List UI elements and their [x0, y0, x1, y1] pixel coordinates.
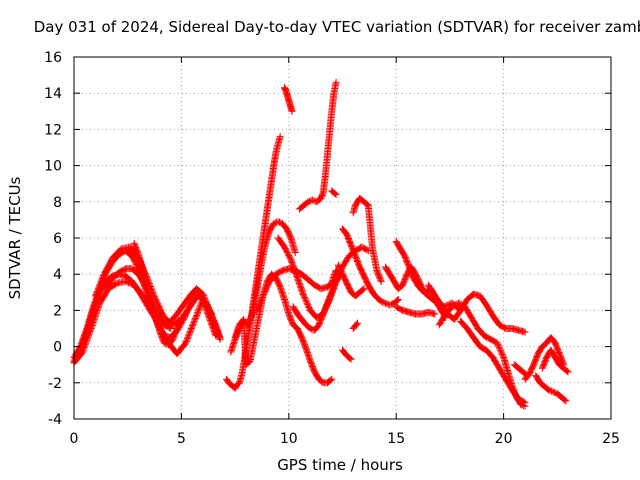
series-satellite-track-29	[538, 346, 572, 376]
y-axis: -4 -2 0 2 4 6 8 10 12 14 16	[44, 50, 611, 428]
series-satellite-track-16	[339, 225, 402, 309]
y-axis-label: SDTVAR / TECUs	[6, 176, 24, 299]
series-satellite-track-15	[289, 270, 344, 334]
y-tick-label: 8	[53, 195, 62, 211]
plus-markers	[328, 187, 340, 199]
x-tick-label: 0	[70, 431, 79, 447]
y-tick-label: 10	[44, 159, 62, 175]
x-tick-label: 15	[387, 431, 405, 447]
plus-markers	[392, 303, 439, 318]
series-satellite-track-12	[296, 78, 340, 213]
plus-markers	[457, 317, 529, 407]
y-tick-label: 4	[53, 267, 62, 283]
series-satellite-track-10	[281, 84, 296, 115]
series-satellite-track-19	[349, 319, 361, 332]
y-tick-label: 0	[53, 340, 62, 356]
plus-markers	[281, 84, 296, 115]
series-satellite-track-30	[532, 372, 570, 405]
x-tick-label: 5	[177, 431, 186, 447]
plus-markers	[289, 270, 344, 334]
plus-markers	[521, 334, 568, 383]
series-satellite-track-20	[349, 194, 385, 285]
y-tick-label: -4	[48, 412, 62, 428]
series-satellite-track-13	[328, 187, 340, 199]
series-satellite-track-5	[102, 265, 175, 332]
plus-markers	[339, 225, 402, 309]
plus-markers	[130, 239, 185, 349]
x-tick-label: 25	[602, 431, 620, 447]
plus-markers	[339, 346, 355, 363]
plus-markers	[334, 261, 368, 300]
plus-markers	[102, 265, 175, 332]
series-satellite-track-17	[339, 346, 355, 363]
x-tick-label: 10	[280, 431, 298, 447]
plus-markers	[532, 372, 570, 405]
chart-title: Day 031 of 2024, Sidereal Day-to-day VTE…	[34, 18, 640, 36]
plus-markers	[349, 319, 361, 332]
series-satellite-track-6	[130, 239, 185, 349]
x-tick-label: 20	[495, 431, 513, 447]
y-tick-label: 16	[44, 50, 62, 66]
y-tick-label: 12	[44, 122, 62, 138]
x-axis: 0 5 10 15 20 25	[70, 57, 620, 447]
plus-markers	[538, 346, 572, 376]
series-satellite-track-18	[334, 261, 368, 300]
series-satellite-track-23	[392, 303, 439, 318]
x-axis-label: GPS time / hours	[277, 456, 403, 474]
plus-markers	[253, 265, 342, 314]
plus-markers	[296, 78, 340, 213]
series-satellite-track-28	[521, 334, 568, 383]
plus-markers	[349, 194, 385, 285]
y-tick-label: 14	[44, 86, 62, 102]
series-satellite-track-26	[457, 317, 529, 407]
data-marks	[70, 78, 572, 410]
y-tick-label: -2	[48, 376, 62, 392]
y-tick-label: 2	[53, 303, 62, 319]
y-tick-label: 6	[53, 231, 62, 247]
series-satellite-track-11	[253, 265, 342, 314]
